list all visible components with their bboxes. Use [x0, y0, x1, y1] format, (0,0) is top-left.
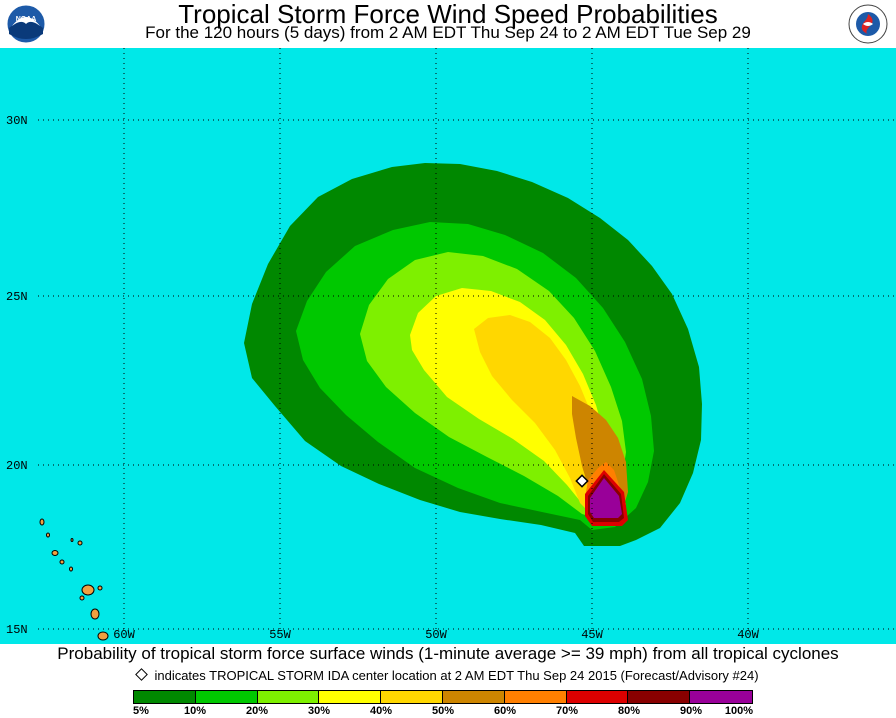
lon-label-45w: 45W	[581, 628, 603, 642]
legend-label: 100%	[724, 705, 754, 717]
storm-center-marker	[575, 474, 589, 488]
map-caption: Probability of tropical storm force surf…	[57, 644, 839, 663]
legend-label: 60%	[493, 705, 517, 717]
page-subtitle: For the 120 hours (5 days) from 2 AM EDT…	[145, 23, 751, 42]
legend-labels: 5% 10% 20% 30% 40% 50% 60% 70% 80% 90% 100%	[133, 704, 753, 718]
caribbean-islands	[39, 518, 109, 641]
legend-swatch	[381, 691, 443, 703]
probability-map: 30N 25N 20N 15N 60W 55W 50W 45W 40W	[0, 48, 896, 644]
lon-label-60w: 60W	[113, 628, 135, 642]
lat-label-25n: 25N	[6, 290, 28, 304]
header: NOAA Tropical Storm Force Wind Speed Pro…	[0, 0, 896, 48]
lon-label-50w: 50W	[425, 628, 447, 642]
svg-text:NOAA: NOAA	[16, 16, 37, 23]
center-location-note: indicates TROPICAL STORM IDA center loca…	[0, 668, 896, 684]
legend-swatch	[504, 691, 567, 703]
contour-40-percent	[474, 315, 605, 515]
lon-label-40w: 40W	[737, 628, 759, 642]
lat-label-30n: 30N	[6, 114, 28, 128]
page-title: Tropical Storm Force Wind Speed Probabil…	[178, 0, 718, 29]
legend-swatch	[134, 691, 196, 703]
lat-label-15n: 15N	[6, 623, 28, 637]
lon-label-55w: 55W	[269, 628, 291, 642]
legend-label: 90%	[679, 705, 703, 717]
legend-label: 40%	[369, 705, 393, 717]
legend-color-bar	[133, 690, 753, 704]
contour-100-percent	[590, 478, 622, 518]
legend-label: 5%	[133, 705, 149, 717]
legend-label: 30%	[307, 705, 331, 717]
legend-swatch	[566, 691, 629, 703]
noaa-logo: NOAA	[6, 4, 46, 44]
legend-label: 10%	[183, 705, 207, 717]
lat-label-20n: 20N	[6, 459, 28, 473]
footer: Probability of tropical storm force surf…	[0, 644, 896, 718]
legend-swatch	[319, 691, 382, 703]
probability-legend: 5% 10% 20% 30% 40% 50% 60% 70% 80% 90% 100%	[133, 690, 753, 718]
nws-logo	[848, 4, 888, 44]
center-note-text: indicates TROPICAL STORM IDA center loca…	[154, 668, 759, 683]
legend-swatch	[442, 691, 505, 703]
legend-swatch	[257, 691, 320, 703]
graticule	[38, 48, 896, 630]
legend-label: 70%	[555, 705, 579, 717]
legend-label: 20%	[245, 705, 269, 717]
legend-swatch	[195, 691, 258, 703]
legend-label: 50%	[431, 705, 455, 717]
legend-swatch	[628, 691, 691, 703]
legend-label: 80%	[617, 705, 641, 717]
legend-swatch	[690, 691, 752, 703]
diamond-icon	[135, 668, 149, 681]
